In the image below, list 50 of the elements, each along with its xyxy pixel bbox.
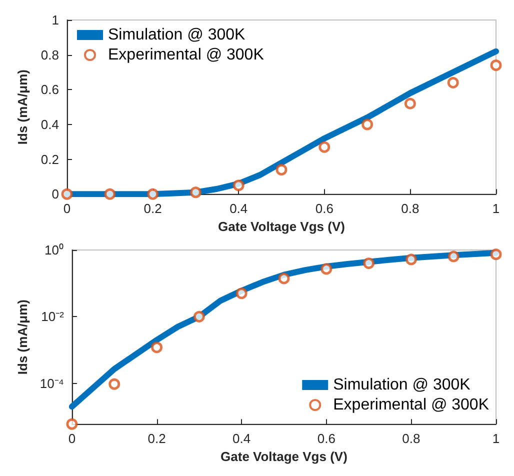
y-tick-label: 0.8	[40, 47, 59, 62]
x-tick-label: 0.4	[230, 201, 248, 216]
x-axis-title: Gate Voltage Vgs (V)	[218, 219, 345, 234]
legend-label: Experimental @ 300K	[333, 396, 490, 414]
point	[104, 188, 116, 200]
point	[193, 310, 205, 322]
y-axis-title: Ids (mA/μm)	[15, 69, 30, 145]
point	[151, 342, 163, 354]
point	[278, 272, 290, 284]
y-tick-label: 10⁻⁴	[40, 376, 64, 391]
point	[61, 188, 73, 200]
x-tick-label: 0	[68, 431, 76, 446]
point	[448, 250, 460, 262]
y-tick-label: 10⁻²	[41, 309, 65, 324]
x-axis-title: Gate Voltage Vgs (V)	[220, 449, 348, 464]
y-tick-label: 0	[52, 186, 59, 202]
x-tick-label: 0.6	[317, 431, 336, 446]
point	[147, 188, 159, 200]
point	[276, 164, 288, 176]
y-tick-label: 1	[52, 12, 59, 28]
point	[490, 60, 502, 72]
point	[404, 98, 416, 110]
x-tick-label: 0.4	[232, 431, 251, 446]
point	[490, 248, 502, 260]
x-tick-label: 0.2	[148, 431, 166, 446]
y-axis-title: Ids (mA/μm)	[15, 299, 30, 375]
point	[363, 258, 375, 270]
legend-label: Simulation @ 300K	[333, 376, 471, 394]
point	[108, 378, 120, 390]
point	[405, 254, 417, 266]
y-tick-label: 0.6	[40, 82, 59, 98]
y-tick-label: 0.2	[40, 152, 59, 167]
point	[318, 141, 330, 153]
x-tick-label: 0.2	[144, 201, 162, 216]
y-tick-label: 0.4	[40, 116, 59, 132]
point	[66, 418, 78, 430]
x-tick-label: 0.8	[401, 201, 420, 216]
point	[362, 118, 374, 130]
point	[232, 180, 244, 192]
point	[236, 288, 248, 300]
legend-label: Simulation @ 300K	[108, 26, 246, 44]
x-tick-label: 0.8	[402, 431, 420, 446]
y-tick-label: 10⁰	[44, 242, 64, 258]
legend-label: Experimental @ 300K	[108, 46, 264, 64]
point	[190, 186, 202, 198]
point	[320, 263, 332, 275]
x-tick-label: 0.6	[315, 201, 334, 216]
x-tick-label: 1	[492, 431, 500, 446]
point	[447, 76, 459, 88]
x-tick-label: 1	[492, 201, 500, 216]
